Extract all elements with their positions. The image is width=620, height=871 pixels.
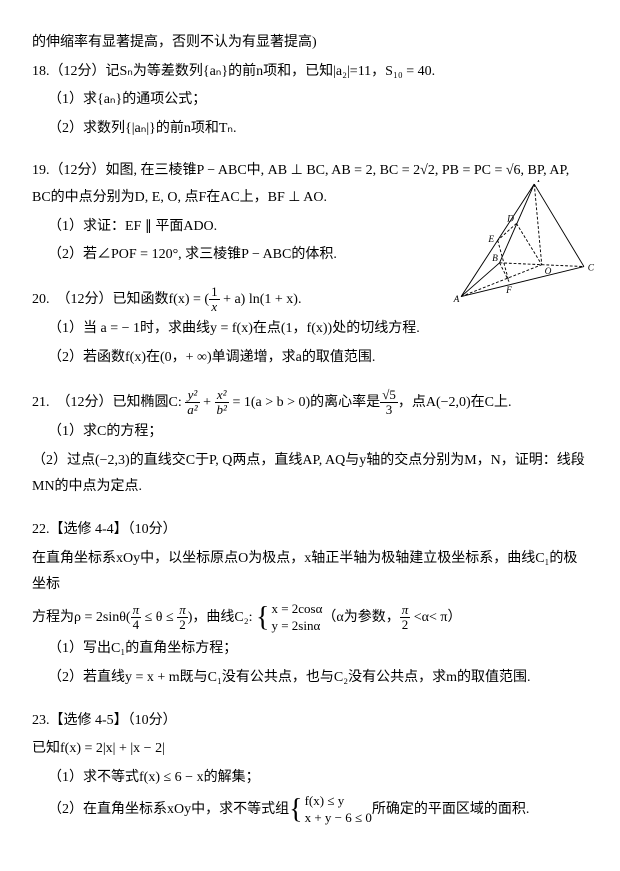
p23-q2-a: （2）在直角坐标系xOy中，求不等式组 [48, 803, 289, 818]
intro-note: 的伸缩率有显著提高，否则不认为有显著提高) [32, 30, 588, 57]
frac-1-over-x: 1x [209, 285, 220, 315]
tetrahedron-diagram: P A B C D E O F [448, 180, 598, 310]
p21-head-a: 21. （12分）已知椭圆C: [32, 395, 185, 410]
svg-text:E: E [487, 236, 494, 246]
svg-text:C: C [588, 264, 595, 274]
left-brace-icon: { [289, 796, 302, 824]
p22-line2-b: ≤ θ ≤ [141, 610, 177, 625]
p21-head: 21. （12分）已知椭圆C: y²a² + x²b² = 1(a > b > … [32, 388, 588, 418]
p18-q2: （2）求数列{|aₙ|}的前n项和Tₙ. [32, 116, 588, 143]
p20-head-b: + a) ln(1 + x). [220, 292, 302, 307]
problem-23: 23.【选修 4-5】（10分） 已知f(x) = 2|x| + |x − 2|… [32, 708, 588, 828]
p21-head-b: = 1(a > b > 0)的离心率是 [229, 395, 380, 410]
svg-text:D: D [506, 215, 514, 225]
frac-sqrt5-3: √53 [380, 388, 398, 418]
frac-x2-b2: x²b² [215, 388, 229, 418]
p23-q2-b: 所确定的平面区域的面积. [372, 803, 530, 818]
problem-19: 19.（12分）如图, 在三棱锥P − ABC中, AB ⊥ BC, AB = … [32, 158, 588, 268]
svg-text:F: F [505, 286, 512, 296]
p23-q2: （2）在直角坐标系xOy中，求不等式组{f(x) ≤ yx + y − 6 ≤ … [32, 793, 588, 827]
p23-head: 已知f(x) = 2|x| + |x − 2| [32, 736, 588, 763]
p23-q1: （1）求不等式f(x) ≤ 6 − x的解集； [32, 765, 588, 792]
frac-pi-4: π4 [131, 603, 142, 633]
p22-line2-c: )，曲线C₂: [188, 610, 256, 625]
p23-title: 23.【选修 4-5】（10分） [32, 708, 588, 735]
p20-q1: （1）当 a = − 1时，求曲线y = f(x)在点(1，f(x))处的切线方… [32, 316, 588, 343]
p21-q1: （1）求C的方程； [32, 419, 588, 446]
problem-22: 22.【选修 4-4】（10分） 在直角坐标系xOy中，以坐标原点O为极点，x轴… [32, 517, 588, 692]
p22-line2-a: 方程为ρ = 2sinθ( [32, 610, 131, 625]
svg-text:P: P [536, 180, 543, 185]
p22-line2: 方程为ρ = 2sinθ(π4 ≤ θ ≤ π2)，曲线C₂: {x = 2co… [32, 601, 588, 635]
svg-text:A: A [453, 296, 460, 306]
p22-title: 22.【选修 4-4】（10分） [32, 517, 588, 544]
p22-line2-d: （α为参数， [322, 610, 399, 625]
parametric-system: x = 2cosαy = 2sinα [271, 601, 322, 635]
inequality-system: f(x) ≤ yx + y − 6 ≤ 0 [305, 793, 372, 827]
frac-y2-a2: y²a² [185, 388, 199, 418]
svg-text:B: B [492, 254, 498, 264]
p21-head-c: ，点A(−2,0)在C上. [398, 395, 512, 410]
left-brace-icon: { [256, 604, 269, 632]
svg-text:O: O [545, 267, 552, 277]
p22-line1: 在直角坐标系xOy中，以坐标原点O为极点，x轴正半轴为极轴建立极坐标系，曲线C₁… [32, 546, 588, 599]
p22-q1: （1）写出C₁的直角坐标方程； [32, 636, 588, 663]
p22-q2: （2）若直线y = x + m既与C₁没有公共点，也与C₂没有公共点，求m的取值… [32, 665, 588, 692]
p18-q1: （1）求{aₙ}的通项公式； [32, 87, 588, 114]
problem-21: 21. （12分）已知椭圆C: y²a² + x²b² = 1(a > b > … [32, 388, 588, 501]
p21-q2: （2）过点(−2,3)的直线交C于P, Q两点，直线AP, AQ与y轴的交点分别… [32, 448, 588, 501]
p20-q2: （2）若函数f(x)在(0，+ ∞)单调递增，求a的取值范围. [32, 345, 588, 372]
p18-head: 18.（12分）记Sₙ为等差数列{aₙ}的前n项和，已知|a₂|=11，S₁₀ … [32, 59, 588, 86]
frac-pi-2b: π2 [400, 603, 411, 633]
problem-18: 18.（12分）记Sₙ为等差数列{aₙ}的前n项和，已知|a₂|=11，S₁₀ … [32, 59, 588, 143]
frac-pi-2: π2 [177, 603, 188, 633]
p22-line2-e: <α< π） [410, 610, 461, 625]
p20-head-a: 20. （12分）已知函数f(x) = [32, 292, 204, 307]
plus-sign: + [200, 395, 215, 410]
